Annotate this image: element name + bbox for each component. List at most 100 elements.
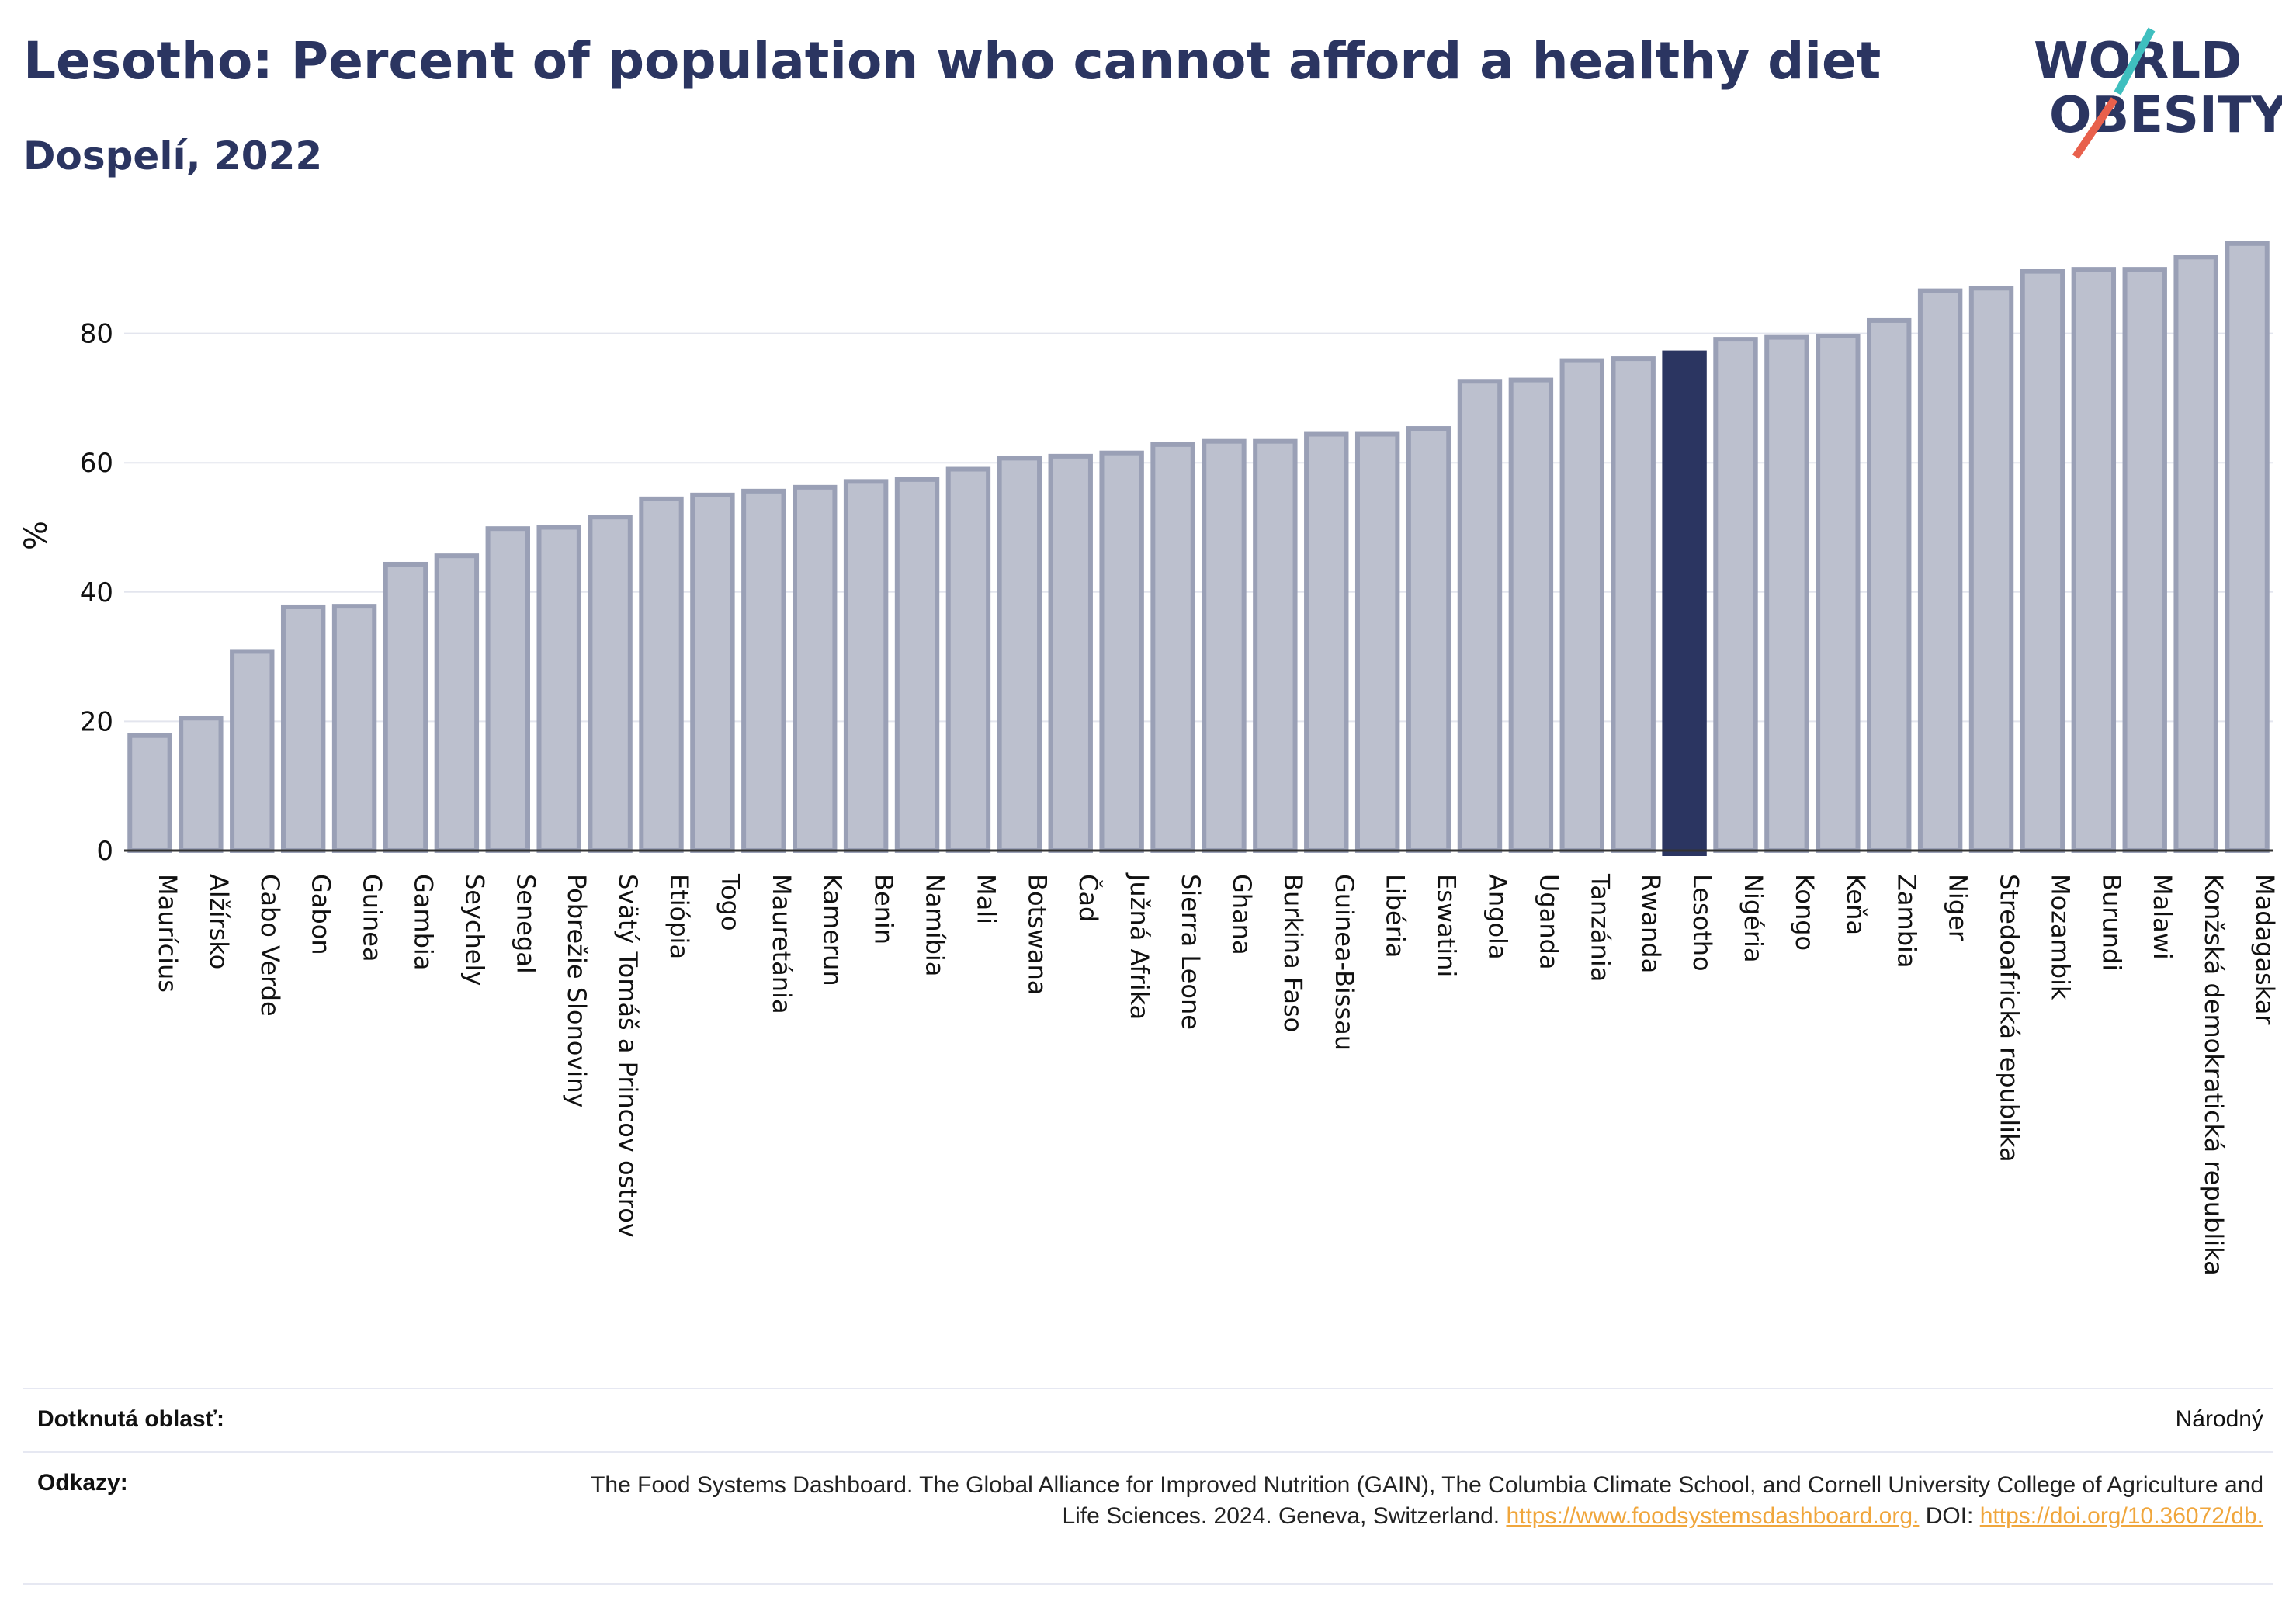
affected-area-value: Národný xyxy=(2175,1406,2263,1432)
bar xyxy=(1457,379,1503,853)
reference-link-dashboard[interactable]: https://www.foodsystemsdashboard.org. xyxy=(1506,1503,1920,1529)
bar xyxy=(1968,286,2014,854)
x-tick-label: Burkina Faso xyxy=(1278,874,1308,1032)
bar xyxy=(2020,269,2065,853)
x-tick-label: Kongo xyxy=(1790,874,1819,951)
x-tick-label: Zambia xyxy=(1892,874,1922,969)
bar xyxy=(894,477,940,853)
bar xyxy=(2173,255,2218,853)
x-tick-label: Benin xyxy=(869,874,899,944)
x-tick-label: Mauretánia xyxy=(767,874,796,1014)
references-text: The Food Systems Dashboard. The Global A… xyxy=(571,1470,2263,1532)
x-tick-label: Etiópia xyxy=(664,874,694,959)
bar xyxy=(1304,431,1349,853)
x-tick-label: Sierra Leone xyxy=(1176,874,1205,1030)
x-tick-label: Libéria xyxy=(1381,874,1410,958)
x-tick-label: Konžská demokratická republika xyxy=(2199,874,2228,1276)
logo-slash-teal xyxy=(2114,27,2156,95)
bar xyxy=(2225,241,2270,853)
x-tick-label: Uganda xyxy=(1534,874,1563,970)
x-tick-label: Tanzánia xyxy=(1585,873,1614,982)
bar xyxy=(1099,450,1144,853)
bar xyxy=(690,492,735,853)
x-tick-label: Rwanda xyxy=(1636,874,1666,973)
x-tick-label: Senegal xyxy=(511,874,540,974)
bar xyxy=(1253,438,1298,853)
x-tick-label: Guinea-Bissau xyxy=(1330,874,1359,1051)
bar xyxy=(1713,337,1758,853)
bar xyxy=(1508,377,1554,853)
bar-highlighted xyxy=(1662,350,1707,856)
x-tick-label: Namíbia xyxy=(921,874,950,976)
bar xyxy=(1917,288,1963,853)
bar xyxy=(1150,442,1195,853)
bar xyxy=(997,456,1042,854)
x-tick-label: Alžírsko xyxy=(204,874,234,969)
references-row: Odkazy: The Food Systems Dashboard. The … xyxy=(23,1470,2273,1579)
chart-title: Lesotho: Percent of population who canno… xyxy=(23,31,1882,91)
reference-link-doi[interactable]: https://doi.org/10.36072/db. xyxy=(1979,1503,2263,1529)
bar-chart: 0 20 40 60 80 % Maurícius Alžírsko Cabo Verde G… xyxy=(19,241,2280,1276)
bar xyxy=(230,649,275,853)
bar xyxy=(383,561,428,854)
y-axis-label: % xyxy=(19,521,54,550)
divider-bottom xyxy=(23,1583,2273,1585)
x-tick-label: Gambia xyxy=(408,874,438,970)
x-axis: Maurícius Alžírsko Cabo Verde Gabon Guinea Ga… xyxy=(153,872,2280,1276)
bar xyxy=(1048,453,1093,853)
x-tick-label: Niger xyxy=(1944,874,1973,941)
bar xyxy=(434,553,480,853)
x-tick-label: Južná Afrika xyxy=(1125,872,1154,1020)
y-tick-label: 20 xyxy=(80,706,113,737)
reference-text-2: DOI: xyxy=(1919,1503,1980,1529)
bar xyxy=(1816,333,1861,853)
x-tick-label: Pobrežie Slonoviny xyxy=(562,874,591,1107)
x-tick-label: Guinea xyxy=(358,874,387,962)
x-tick-label: Ghana xyxy=(1227,874,1257,955)
chart-subtitle: Dospelí, 2022 xyxy=(23,133,323,178)
y-axis: 0 20 40 60 80 xyxy=(80,319,113,867)
logo-slash-red xyxy=(2072,97,2118,159)
affected-area-label: Dotknutá oblasť: xyxy=(37,1406,225,1432)
bar xyxy=(331,604,377,853)
bar xyxy=(741,488,786,853)
x-tick-label: Čad xyxy=(1073,874,1104,922)
bar xyxy=(2071,267,2117,853)
bar xyxy=(843,479,889,853)
x-tick-label: Burundi xyxy=(2097,874,2126,971)
x-tick-label: Mali xyxy=(971,874,1001,924)
x-tick-label: Gabon xyxy=(307,874,336,955)
bar xyxy=(1202,438,1247,853)
bars-layer xyxy=(127,241,2270,856)
x-tick-label: Maurícius xyxy=(153,874,182,993)
y-tick-label: 0 xyxy=(96,836,113,867)
bar xyxy=(793,484,838,853)
x-tick-label: Eswatini xyxy=(1432,874,1462,977)
y-tick-label: 60 xyxy=(80,448,113,479)
references-label: Odkazy: xyxy=(37,1470,128,1495)
x-tick-label: Stredoafrická republika xyxy=(1995,874,2024,1163)
reference-text-1: The Food Systems Dashboard. The Global A… xyxy=(591,1472,2263,1529)
divider-top xyxy=(23,1388,2273,1389)
bar xyxy=(485,526,530,854)
bar xyxy=(639,496,684,854)
x-tick-label: Cabo Verde xyxy=(255,874,285,1017)
bar xyxy=(945,466,991,854)
x-tick-label: Botswana xyxy=(1022,874,1052,995)
world-obesity-logo: WORLD OBESITY xyxy=(2034,27,2282,159)
y-tick-label: 40 xyxy=(80,577,113,608)
x-tick-label: Togo xyxy=(716,873,745,931)
bar xyxy=(2122,267,2167,853)
bar xyxy=(588,515,633,853)
grid-layer xyxy=(124,332,2273,723)
x-tick-label: Nigéria xyxy=(1739,874,1768,962)
x-tick-label: Kamerun xyxy=(818,874,848,986)
bar xyxy=(127,733,172,854)
bar xyxy=(179,716,224,853)
bar xyxy=(536,525,581,853)
bar xyxy=(1764,334,1809,853)
x-tick-label: Keňa xyxy=(1841,874,1871,935)
x-tick-label: Madagaskar xyxy=(2250,874,2280,1025)
x-tick-label: Mozambik xyxy=(2045,874,2075,1000)
x-tick-label: Malawi xyxy=(2148,874,2177,960)
